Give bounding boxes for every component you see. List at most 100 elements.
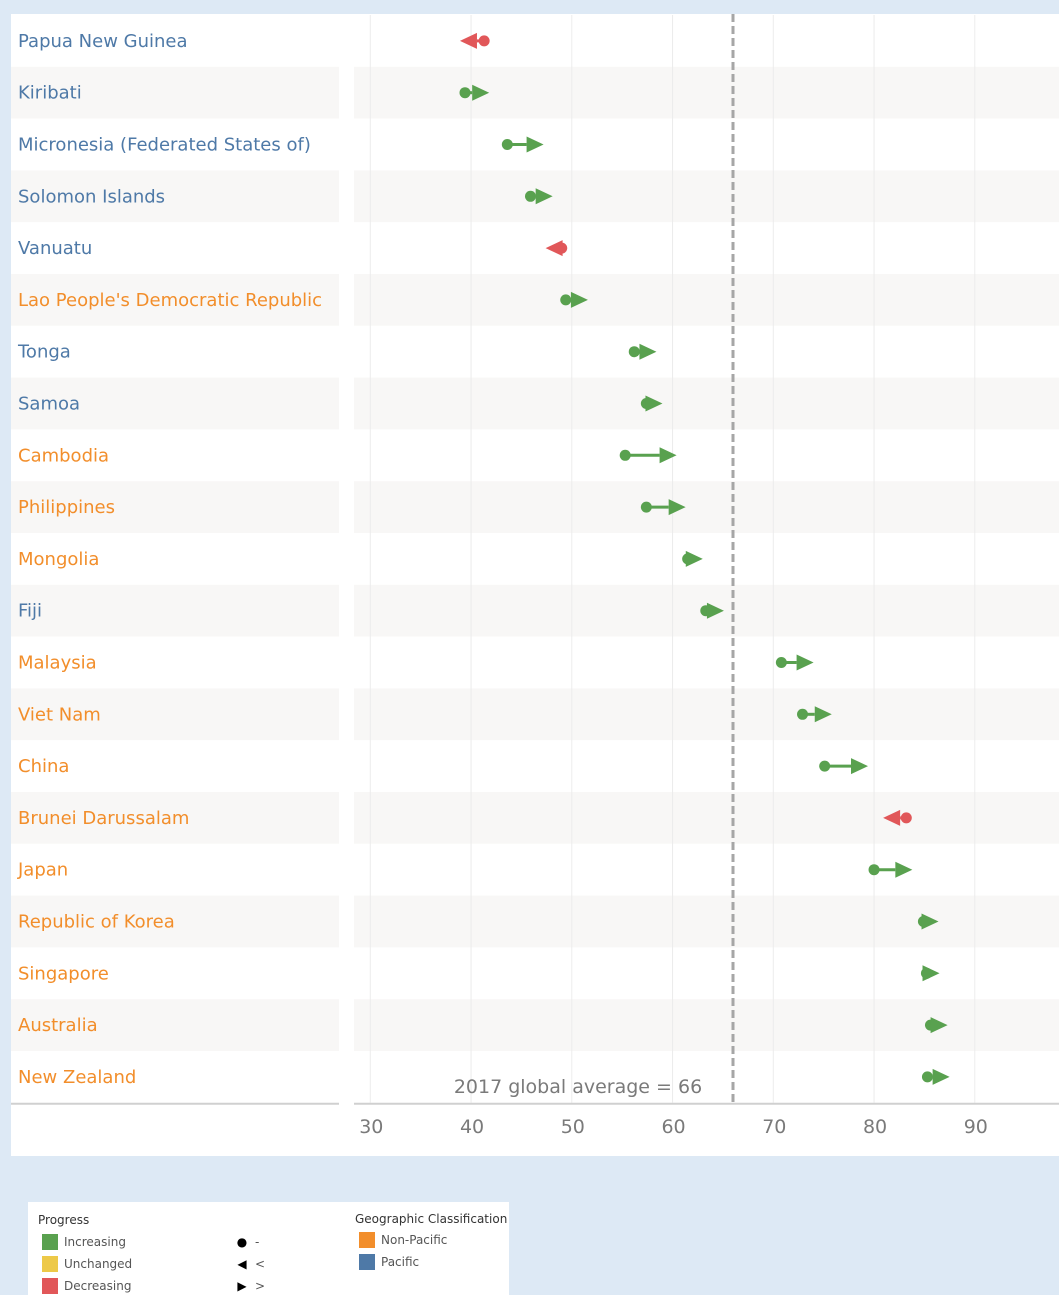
country-label: Papua New Guinea	[18, 31, 188, 52]
country-label: Solomon Islands	[18, 186, 165, 207]
x-tick-label: 60	[661, 1116, 685, 1138]
arrow-right-marker	[668, 499, 686, 516]
country-label: Japan	[17, 860, 68, 881]
country-label: Mongolia	[18, 549, 99, 570]
arrow-right-marker	[570, 291, 588, 308]
legend-shape-dot-label: -	[255, 1235, 260, 1249]
row-band-plot	[354, 222, 1059, 274]
row-band-label	[11, 429, 339, 482]
start-point	[640, 501, 652, 513]
left-triangle-icon: ◀	[237, 1257, 247, 1271]
chart-panel: 304050607080901002017 global average = 6…	[11, 14, 1059, 1156]
row-band-label	[11, 688, 339, 741]
arrow-left-marker	[883, 809, 901, 826]
arrow-right-marker	[930, 1017, 948, 1034]
row-band-plot	[354, 792, 1059, 844]
row-band-plot	[354, 999, 1059, 1051]
x-tick-label: 70	[762, 1116, 786, 1138]
legend-item-decreasing: Decreasing	[42, 1278, 131, 1294]
legend-label-unchanged: Unchanged	[64, 1257, 133, 1271]
circle-icon: ●	[236, 1235, 248, 1249]
row-band-plot	[354, 429, 1059, 482]
start-point	[775, 657, 787, 668]
row-band-plot	[354, 843, 1059, 896]
x-tick-label: 80	[863, 1116, 887, 1138]
legend-geo-title: Geographic Classification	[355, 1212, 508, 1226]
row-band-label	[11, 895, 339, 948]
x-tick-label: 90	[964, 1116, 988, 1138]
arrow-right-marker	[645, 395, 663, 412]
country-label: Tonga	[17, 342, 71, 363]
x-tick-label: 40	[460, 1116, 484, 1138]
row-band-label	[11, 843, 339, 896]
row-band-label	[11, 999, 339, 1051]
row-band-label	[11, 1051, 339, 1103]
legend-label-non-pacific: Non-Pacific	[381, 1233, 448, 1247]
row-band-label	[11, 222, 339, 274]
country-label: Cambodia	[18, 445, 109, 466]
row-band-label	[11, 792, 339, 844]
row-band-plot	[354, 636, 1059, 689]
arrow-right-marker	[796, 654, 814, 671]
arrow-right-marker	[895, 861, 913, 878]
row-band-plot	[354, 118, 1059, 171]
row-band-plot	[354, 533, 1059, 585]
legend-shape-dot: ● -	[235, 1235, 260, 1249]
start-point	[819, 760, 831, 772]
row-band-plot	[354, 15, 1059, 67]
right-triangle-icon: ▶	[237, 1279, 247, 1293]
legend-shape-right-label: >	[255, 1279, 266, 1293]
row-band-plot	[354, 377, 1059, 430]
legend-shape-left-label: <	[255, 1257, 266, 1271]
swatch-non-pacific	[359, 1232, 375, 1248]
start-point	[501, 139, 513, 150]
legend-item-pacific: Pacific	[359, 1254, 419, 1270]
country-label: New Zealand	[18, 1067, 136, 1088]
row-band-label	[11, 740, 339, 792]
arrow-right-marker	[814, 706, 832, 723]
legend-shape-left: ◀ <	[235, 1257, 265, 1271]
arrow-right-marker	[706, 602, 724, 619]
start-point	[524, 190, 536, 202]
country-label: Viet Nam	[18, 704, 101, 725]
legend-item-non-pacific: Non-Pacific	[359, 1232, 447, 1248]
swatch-pacific	[359, 1254, 375, 1270]
country-label: Vanuatu	[18, 238, 92, 259]
arrow-left-marker	[459, 32, 477, 49]
legend-label-increasing: Increasing	[64, 1235, 126, 1249]
row-band-plot	[354, 481, 1059, 533]
legend-item-unchanged: Unchanged	[42, 1256, 132, 1272]
x-tick-label: 30	[359, 1116, 383, 1138]
row-band-label	[11, 66, 339, 119]
legend-label-decreasing: Decreasing	[64, 1279, 132, 1293]
start-point	[900, 812, 912, 824]
row-band-plot	[354, 895, 1059, 948]
arrow-right-marker	[921, 913, 939, 930]
country-label: Kiribati	[18, 83, 82, 104]
arrow-right-marker	[526, 136, 544, 153]
row-band-label	[11, 274, 339, 326]
arrow-right-marker	[535, 188, 553, 205]
country-label: Brunei Darussalam	[18, 808, 189, 829]
start-point	[478, 35, 490, 47]
swatch-decreasing	[42, 1278, 58, 1294]
x-tick-label: 50	[561, 1116, 585, 1138]
country-label: Malaysia	[18, 653, 97, 674]
row-band-plot	[354, 325, 1059, 378]
row-band-plot	[354, 740, 1059, 792]
row-band-label	[11, 533, 339, 585]
row-band-label	[11, 118, 339, 171]
legend-shape-right: ▶ >	[235, 1279, 265, 1293]
country-label: China	[18, 756, 69, 777]
legend-item-increasing: Increasing	[42, 1234, 126, 1250]
swatch-increasing	[42, 1234, 58, 1250]
arrow-right-marker	[659, 447, 677, 464]
arrow-left-marker	[545, 240, 563, 257]
swatch-unchanged	[42, 1256, 58, 1272]
row-band-label	[11, 15, 339, 67]
country-label: Micronesia (Federated States of)	[18, 135, 311, 156]
dumbbell-chart: 304050607080901002017 global average = 6…	[11, 14, 1059, 1138]
row-band-plot	[354, 947, 1059, 1000]
start-point	[459, 87, 471, 99]
arrow-right-marker	[639, 343, 657, 360]
